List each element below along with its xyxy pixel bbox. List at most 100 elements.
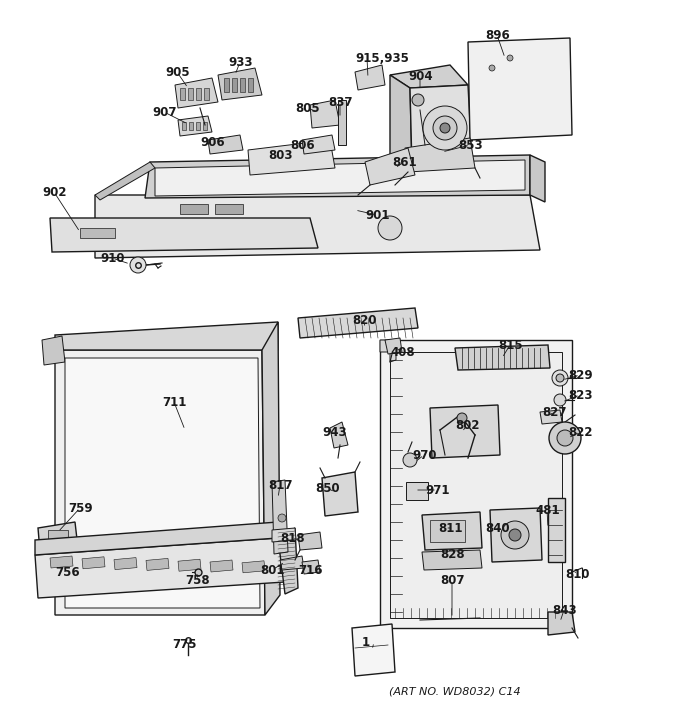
- Circle shape: [552, 370, 568, 386]
- Polygon shape: [248, 140, 335, 175]
- Bar: [196, 122, 200, 130]
- Polygon shape: [355, 65, 385, 90]
- Bar: [188, 88, 193, 100]
- Polygon shape: [65, 358, 260, 608]
- Polygon shape: [468, 38, 572, 140]
- Bar: [232, 78, 237, 92]
- Text: 815: 815: [498, 339, 523, 352]
- Bar: [430, 520, 465, 542]
- Bar: [240, 78, 245, 92]
- Text: 803: 803: [268, 149, 292, 162]
- Polygon shape: [272, 528, 296, 542]
- Polygon shape: [390, 75, 412, 172]
- Circle shape: [457, 413, 467, 423]
- Bar: [48, 530, 68, 542]
- Polygon shape: [410, 85, 472, 168]
- Bar: [189, 122, 193, 130]
- Circle shape: [501, 521, 529, 549]
- Polygon shape: [50, 556, 73, 568]
- Text: 843: 843: [552, 603, 577, 616]
- Polygon shape: [302, 135, 335, 154]
- Circle shape: [423, 106, 467, 150]
- Polygon shape: [38, 522, 78, 552]
- Polygon shape: [272, 480, 288, 554]
- Bar: [180, 88, 185, 100]
- Polygon shape: [155, 160, 525, 196]
- Text: 807: 807: [440, 573, 464, 587]
- Text: 905: 905: [165, 65, 190, 78]
- Text: (ART NO. WD8032) C14: (ART NO. WD8032) C14: [389, 687, 521, 697]
- Polygon shape: [145, 155, 530, 198]
- Polygon shape: [390, 65, 468, 88]
- Bar: [203, 122, 207, 130]
- Bar: [180, 204, 208, 214]
- Text: 906: 906: [200, 136, 224, 149]
- Text: 806: 806: [290, 138, 315, 152]
- Circle shape: [556, 374, 564, 382]
- Circle shape: [549, 422, 581, 454]
- Polygon shape: [218, 68, 262, 100]
- Bar: [204, 88, 209, 100]
- Text: 1: 1: [362, 636, 370, 648]
- Text: 716: 716: [298, 563, 322, 576]
- Circle shape: [554, 394, 566, 406]
- Text: 822: 822: [568, 426, 592, 439]
- Polygon shape: [390, 352, 562, 618]
- Text: 971: 971: [425, 484, 449, 497]
- Polygon shape: [298, 532, 322, 550]
- Polygon shape: [455, 345, 550, 370]
- Polygon shape: [178, 559, 201, 571]
- Bar: [338, 100, 346, 145]
- Polygon shape: [210, 560, 233, 572]
- Text: 902: 902: [42, 186, 67, 199]
- Polygon shape: [35, 538, 285, 598]
- Bar: [196, 88, 201, 100]
- Polygon shape: [82, 557, 105, 569]
- Polygon shape: [146, 558, 169, 571]
- Polygon shape: [405, 138, 475, 172]
- Bar: [215, 204, 243, 214]
- Text: 910: 910: [100, 252, 124, 265]
- Circle shape: [557, 430, 573, 446]
- Text: 837: 837: [328, 96, 352, 109]
- Polygon shape: [55, 350, 265, 615]
- Text: 711: 711: [162, 396, 186, 408]
- Text: 805: 805: [295, 102, 320, 115]
- Text: 408: 408: [390, 346, 415, 358]
- Circle shape: [433, 116, 457, 140]
- Polygon shape: [175, 78, 218, 108]
- Polygon shape: [242, 561, 265, 573]
- Circle shape: [412, 94, 424, 106]
- Polygon shape: [278, 528, 298, 594]
- Polygon shape: [262, 322, 280, 615]
- Text: 840: 840: [485, 521, 509, 534]
- Polygon shape: [380, 340, 396, 362]
- Text: 896: 896: [485, 28, 510, 41]
- Text: 828: 828: [440, 549, 464, 561]
- Polygon shape: [422, 512, 482, 550]
- Polygon shape: [540, 410, 562, 424]
- Polygon shape: [55, 322, 278, 350]
- Circle shape: [509, 529, 521, 541]
- Circle shape: [403, 453, 417, 467]
- Polygon shape: [280, 556, 304, 570]
- Text: 801: 801: [260, 563, 284, 576]
- Text: 970: 970: [412, 449, 437, 462]
- Text: 758: 758: [185, 573, 209, 587]
- Text: 775: 775: [172, 639, 197, 652]
- Text: 853: 853: [458, 138, 483, 152]
- Polygon shape: [42, 558, 65, 588]
- Circle shape: [489, 65, 495, 71]
- Bar: [406, 482, 428, 500]
- Text: 933: 933: [228, 56, 252, 68]
- Text: 820: 820: [352, 313, 377, 326]
- Text: 810: 810: [565, 568, 590, 581]
- Text: 904: 904: [408, 70, 432, 83]
- Polygon shape: [330, 422, 348, 448]
- Polygon shape: [430, 405, 500, 458]
- Text: 915,935: 915,935: [355, 51, 409, 65]
- Text: 759: 759: [68, 502, 92, 515]
- Polygon shape: [208, 135, 243, 154]
- Text: 827: 827: [542, 405, 566, 418]
- Polygon shape: [95, 195, 540, 258]
